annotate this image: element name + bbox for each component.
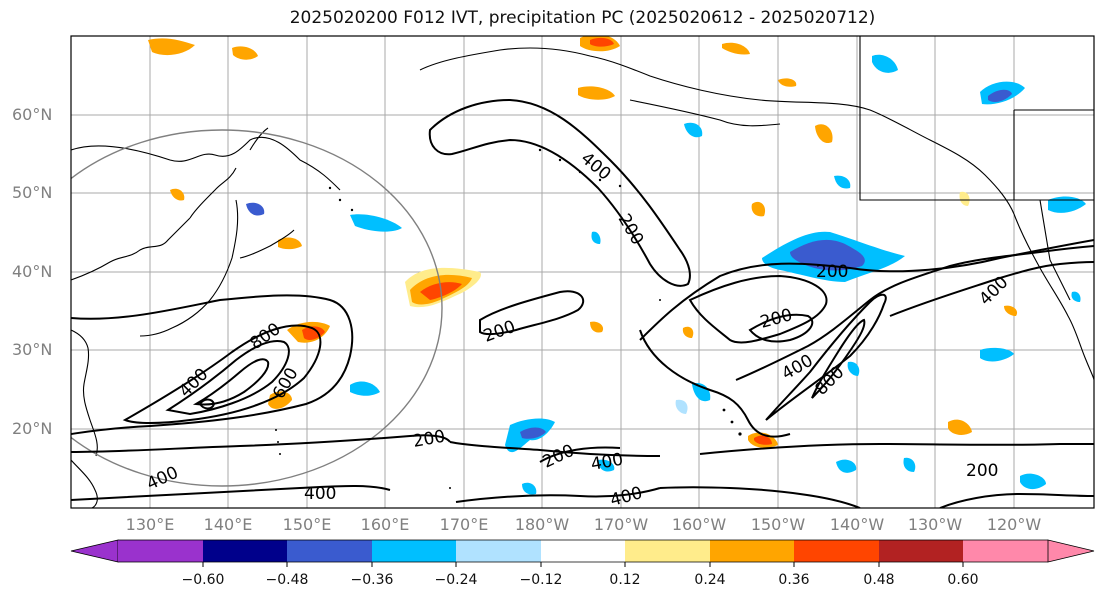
contour-labels: 400 200 800 400 600 200 200 200 400 800 … (144, 149, 1013, 511)
lon-label: 140°E (203, 515, 253, 534)
lon-label: 160°W (671, 515, 727, 534)
contour-label: 200 (966, 461, 998, 481)
contour-label: 200 (540, 441, 578, 473)
lon-label: 130°W (907, 515, 963, 534)
contour-label: 400 (577, 149, 615, 185)
colorbar-tick-label: −0.36 (350, 572, 394, 588)
colorbar-min-extend (70, 539, 119, 563)
lon-label: 150°W (750, 515, 806, 534)
colorbar-tick-label: 0.60 (947, 572, 979, 588)
lon-label: 170°W (593, 515, 649, 534)
colorbar-bin (287, 540, 372, 562)
colorbar-bin (541, 540, 625, 562)
colorbar (70, 539, 1095, 567)
map-frame (70, 35, 1095, 509)
ivt-contours (71, 98, 1094, 508)
contour-label: 200 (614, 211, 648, 249)
contour-label: 400 (304, 484, 336, 504)
colorbar-bin (456, 540, 541, 562)
lon-label: 180°W (514, 515, 570, 534)
contour-label: 400 (975, 272, 1012, 309)
colorbar-bin (625, 540, 710, 562)
contour-label: 200 (481, 317, 518, 347)
precip-positive-shading (148, 36, 1018, 448)
contour-label: 200 (758, 305, 795, 333)
colorbar-bin (118, 540, 203, 562)
island-dots (275, 148, 742, 489)
lon-label: 160°E (360, 515, 410, 534)
contour-label: 400 (589, 450, 624, 475)
lon-label: 150°E (282, 515, 332, 534)
colorbar-bin (203, 540, 287, 562)
contour-label: 200 (816, 262, 848, 282)
lon-label: 120°W (986, 515, 1042, 534)
contour-label: 400 (779, 351, 817, 385)
lat-label: 30°N (12, 340, 53, 359)
lon-label: 130°E (125, 515, 175, 534)
lat-label: 20°N (12, 419, 53, 438)
colorbar-tick-label: 0.12 (609, 572, 641, 588)
colorbar-bin (710, 540, 794, 562)
colorbar-tick-label: 0.48 (863, 572, 895, 588)
contour-label: 400 (144, 463, 182, 495)
reference-circle (71, 129, 443, 487)
lat-label: 40°N (12, 262, 53, 281)
colorbar-tick-label: 0.24 (694, 572, 726, 588)
gridlines (71, 36, 1094, 508)
lat-label: 60°N (12, 105, 53, 124)
lon-label: 140°W (829, 515, 885, 534)
colorbar-max-extend (1047, 539, 1095, 563)
colorbar-bin (372, 540, 456, 562)
map-title: 2025020200 F012 IVT, precipitation PC (2… (289, 8, 876, 28)
colorbar-tick-label: −0.24 (434, 572, 478, 588)
colorbar-bin (879, 540, 963, 562)
precip-negative-shading (246, 54, 1086, 495)
colorbar-bin (794, 540, 879, 562)
colorbar-tick-label: −0.48 (265, 572, 309, 588)
lat-label: 50°N (12, 183, 53, 202)
colorbar-bin (963, 540, 1048, 562)
colorbar-tick-label: −0.60 (181, 572, 225, 588)
contour-label: 200 (411, 427, 446, 452)
colorbar-tick-label: 0.36 (778, 572, 810, 588)
lon-label: 170°E (439, 515, 489, 534)
contour-label: 400 (608, 483, 645, 511)
colorbar-tick-label: −0.12 (519, 572, 563, 588)
